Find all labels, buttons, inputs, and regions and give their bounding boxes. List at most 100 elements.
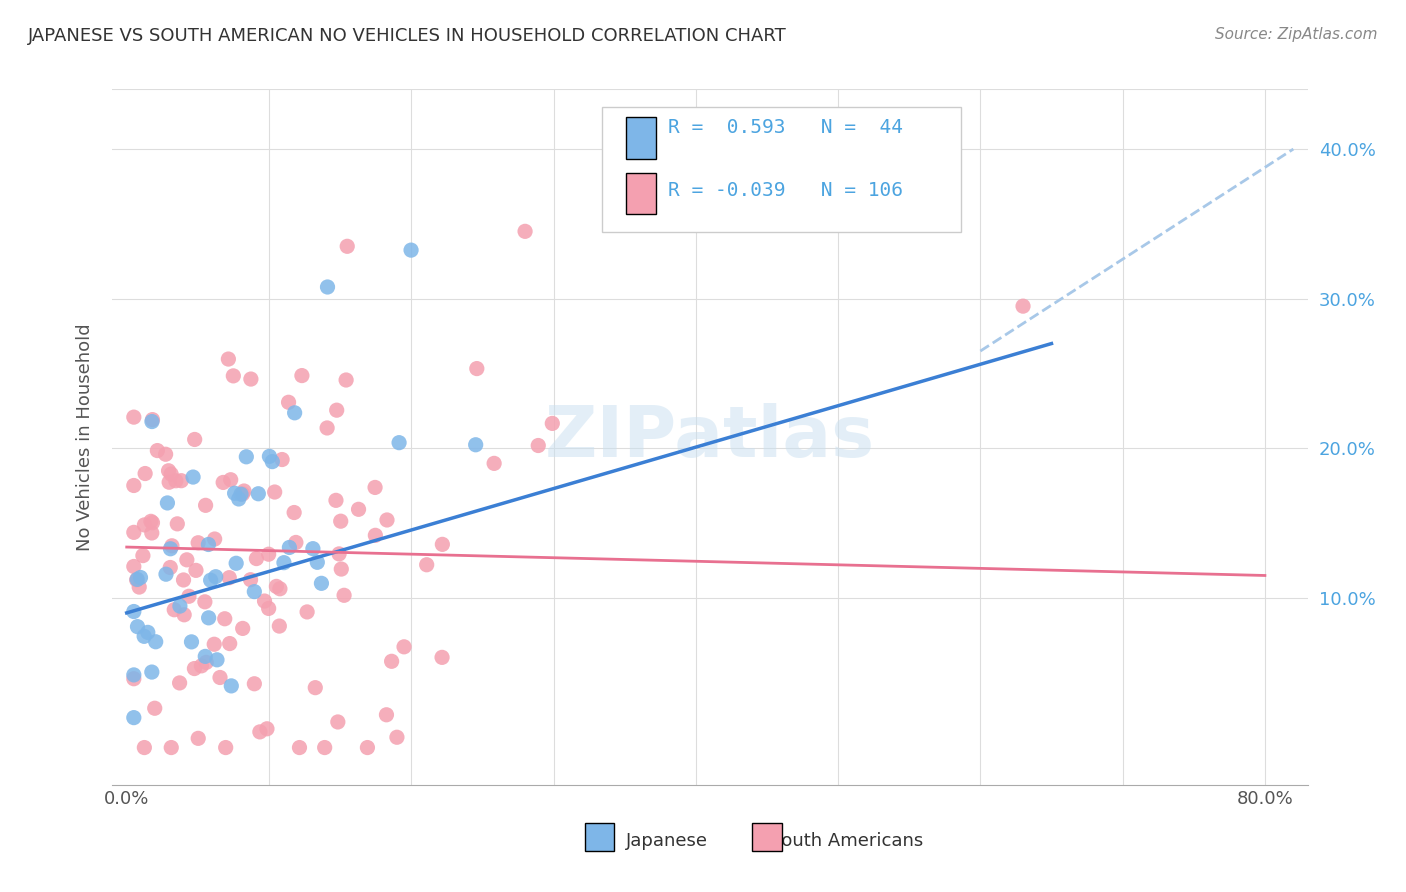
Point <box>173 573 195 587</box>
Point <box>125 573 148 587</box>
Point <box>1012 299 1035 313</box>
Point <box>132 549 155 563</box>
Point <box>329 514 352 528</box>
Point <box>399 243 422 257</box>
Point <box>180 635 202 649</box>
Point <box>273 556 295 570</box>
Point <box>263 485 285 500</box>
Point <box>204 532 226 546</box>
Point <box>155 567 177 582</box>
Point <box>217 352 239 367</box>
Point <box>204 570 226 584</box>
Point <box>284 406 307 420</box>
Point <box>183 661 205 675</box>
Point <box>415 558 437 572</box>
Point <box>229 487 252 501</box>
Point <box>325 403 347 417</box>
Point <box>243 584 266 599</box>
Point <box>187 731 209 746</box>
Point <box>128 580 150 594</box>
Point <box>155 447 177 461</box>
Point <box>827 210 849 224</box>
FancyBboxPatch shape <box>752 823 782 851</box>
Point <box>311 576 333 591</box>
Point <box>143 701 166 715</box>
Point <box>245 551 267 566</box>
Point <box>269 619 291 633</box>
Point <box>197 537 219 551</box>
Point <box>375 513 398 527</box>
Point <box>266 579 288 593</box>
Point <box>239 573 262 587</box>
Point <box>243 677 266 691</box>
Point <box>295 605 318 619</box>
Text: ZIPatlas: ZIPatlas <box>546 402 875 472</box>
Point <box>235 450 257 464</box>
Point <box>316 421 339 435</box>
Point <box>247 487 270 501</box>
FancyBboxPatch shape <box>627 117 657 159</box>
Point <box>134 467 156 481</box>
Point <box>127 573 149 587</box>
Point <box>232 622 254 636</box>
Point <box>187 535 209 549</box>
Point <box>136 625 159 640</box>
Point <box>278 541 301 555</box>
Point <box>190 658 212 673</box>
Point <box>333 588 356 602</box>
Point <box>212 475 235 490</box>
Text: Source: ZipAtlas.com: Source: ZipAtlas.com <box>1215 27 1378 42</box>
Point <box>141 412 163 426</box>
Point <box>160 740 183 755</box>
Point <box>134 740 156 755</box>
Point <box>527 438 550 452</box>
Point <box>205 653 228 667</box>
Point <box>465 361 488 376</box>
Point <box>464 438 486 452</box>
FancyBboxPatch shape <box>627 173 657 214</box>
Point <box>141 526 163 541</box>
Point <box>347 502 370 516</box>
Point <box>122 525 145 540</box>
Point <box>232 487 254 501</box>
Text: R =  0.593   N =  44: R = 0.593 N = 44 <box>668 118 903 137</box>
Point <box>169 676 191 690</box>
Point <box>129 570 152 584</box>
Point <box>271 452 294 467</box>
Point <box>249 725 271 739</box>
Point <box>364 528 387 542</box>
Point <box>145 634 167 648</box>
Point <box>166 516 188 531</box>
Point <box>381 654 404 668</box>
Point <box>215 740 238 755</box>
Point <box>214 612 236 626</box>
Point <box>134 629 156 643</box>
Point <box>541 417 564 431</box>
Y-axis label: No Vehicles in Household: No Vehicles in Household <box>76 323 94 551</box>
Point <box>181 470 204 484</box>
Point <box>228 491 250 506</box>
Point <box>239 372 262 386</box>
Point <box>482 456 505 470</box>
Point <box>326 714 349 729</box>
Point <box>219 473 242 487</box>
Text: South Americans: South Americans <box>770 831 922 849</box>
Point <box>385 731 408 745</box>
Point <box>218 636 240 650</box>
Point <box>194 499 217 513</box>
Point <box>328 547 350 561</box>
Point <box>257 601 280 615</box>
Point <box>122 672 145 686</box>
Text: R = -0.039   N = 106: R = -0.039 N = 106 <box>668 180 903 200</box>
Point <box>307 555 329 569</box>
Point <box>141 415 163 429</box>
Point <box>127 620 149 634</box>
Point <box>194 595 217 609</box>
Point <box>277 395 299 409</box>
Point <box>195 656 218 670</box>
Point <box>259 450 281 464</box>
Point <box>169 599 191 613</box>
Text: JAPANESE VS SOUTH AMERICAN NO VEHICLES IN HOUSEHOLD CORRELATION CHART: JAPANESE VS SOUTH AMERICAN NO VEHICLES I… <box>28 27 787 45</box>
Point <box>225 556 247 570</box>
Point <box>224 486 246 500</box>
